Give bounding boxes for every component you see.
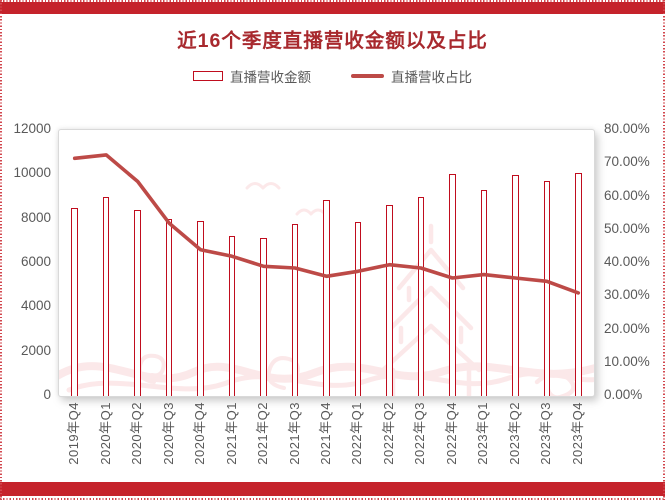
dotted-border-left xyxy=(0,0,2,500)
legend-label-share: 直播营收占比 xyxy=(391,70,472,85)
bar-2023年Q1 xyxy=(480,189,488,396)
bar-2021年Q3 xyxy=(291,224,299,396)
x-label-2023年Q4: 2023年Q4 xyxy=(569,402,585,465)
left-axis-tick: 12000 xyxy=(13,121,51,136)
bar-series-swatch-icon xyxy=(193,71,223,81)
bar-2021年Q4 xyxy=(323,199,330,396)
bar-2023年Q3 xyxy=(543,180,551,396)
plot-area xyxy=(58,129,595,397)
right-axis-tick: 70.00% xyxy=(604,154,650,170)
x-label-2023年Q1: 2023年Q1 xyxy=(475,402,491,465)
right-axis-tick: 50.00% xyxy=(604,220,650,236)
legend: 直播营收金额 直播营收占比 xyxy=(0,66,665,86)
bar-2022年Q3 xyxy=(417,196,425,396)
bar-2020年Q4 xyxy=(197,220,204,396)
legend-item-share: 直播营收占比 xyxy=(351,66,472,86)
line-series-swatch-icon xyxy=(351,73,384,79)
x-label-2022年Q2: 2022年Q2 xyxy=(380,402,396,465)
right-axis-tick: 60.00% xyxy=(604,187,650,203)
left-axis-tick: 10000 xyxy=(13,165,51,181)
right-axis-tick: 10.00% xyxy=(604,353,650,369)
x-label-2020年Q4: 2020年Q4 xyxy=(192,402,208,465)
left-axis-tick: 2000 xyxy=(20,342,51,358)
bar-2023年Q4 xyxy=(575,173,582,396)
x-label-2023年Q2: 2023年Q2 xyxy=(506,402,522,465)
left-axis-tick: 0 xyxy=(43,387,51,402)
x-label-2022年Q3: 2022年Q3 xyxy=(412,402,428,465)
right-axis-tick: 20.00% xyxy=(604,320,650,336)
right-axis-tick: 40.00% xyxy=(604,254,650,269)
x-label-2022年Q1: 2022年Q1 xyxy=(349,402,365,465)
x-label-2020年Q3: 2020年Q3 xyxy=(160,402,176,465)
x-label-2021年Q4: 2021年Q4 xyxy=(318,402,333,465)
bar-2021年Q1 xyxy=(228,236,236,396)
x-label-2019年Q4: 2019年Q4 xyxy=(66,402,82,465)
x-label-2021年Q3: 2021年Q3 xyxy=(286,402,302,465)
left-axis-tick: 4000 xyxy=(20,298,51,314)
dotted-border-bottom xyxy=(0,498,665,500)
bar-2022年Q4 xyxy=(449,174,456,396)
x-label-2022年Q4: 2022年Q4 xyxy=(443,402,459,465)
left-y-axis: 0 2000 4000 6000 8000 10000 12000 xyxy=(0,0,51,500)
right-axis-tick: 80.00% xyxy=(604,121,650,136)
x-label-2021年Q2: 2021年Q2 xyxy=(255,402,271,465)
right-axis-tick: 0.00% xyxy=(604,387,643,402)
legend-label-revenue: 直播营收金额 xyxy=(230,70,311,85)
x-label-2020年Q1: 2020年Q1 xyxy=(97,402,113,465)
legend-item-revenue: 直播营收金额 xyxy=(193,66,311,86)
bar-2019年Q4 xyxy=(71,207,78,396)
x-label-2021年Q1: 2021年Q1 xyxy=(223,402,239,465)
bar-2020年Q1 xyxy=(102,196,110,396)
bar-2022年Q1 xyxy=(354,222,362,396)
top-accent-bar xyxy=(0,2,665,14)
bar-2023年Q2 xyxy=(512,175,519,396)
chart-title: 近16个季度直播营收金额以及占比 xyxy=(177,30,488,52)
left-axis-tick: 8000 xyxy=(20,209,51,225)
right-axis-tick: 30.00% xyxy=(604,287,650,303)
x-label-2023年Q3: 2023年Q3 xyxy=(538,402,554,465)
right-y-axis: 0.00% 10.00% 20.00% 30.00% 40.00% 50.00% 60.00… xyxy=(604,0,664,500)
dotted-border-top xyxy=(0,0,665,2)
bottom-accent-bar xyxy=(0,482,665,496)
bar-2021年Q2 xyxy=(260,237,267,396)
bar-2020年Q2 xyxy=(134,209,141,396)
bar-2020年Q3 xyxy=(165,218,173,396)
bar-2022年Q2 xyxy=(386,205,393,396)
dotted-border-right xyxy=(663,0,665,500)
left-axis-tick: 6000 xyxy=(20,254,51,269)
x-label-2020年Q2: 2020年Q2 xyxy=(129,402,145,465)
